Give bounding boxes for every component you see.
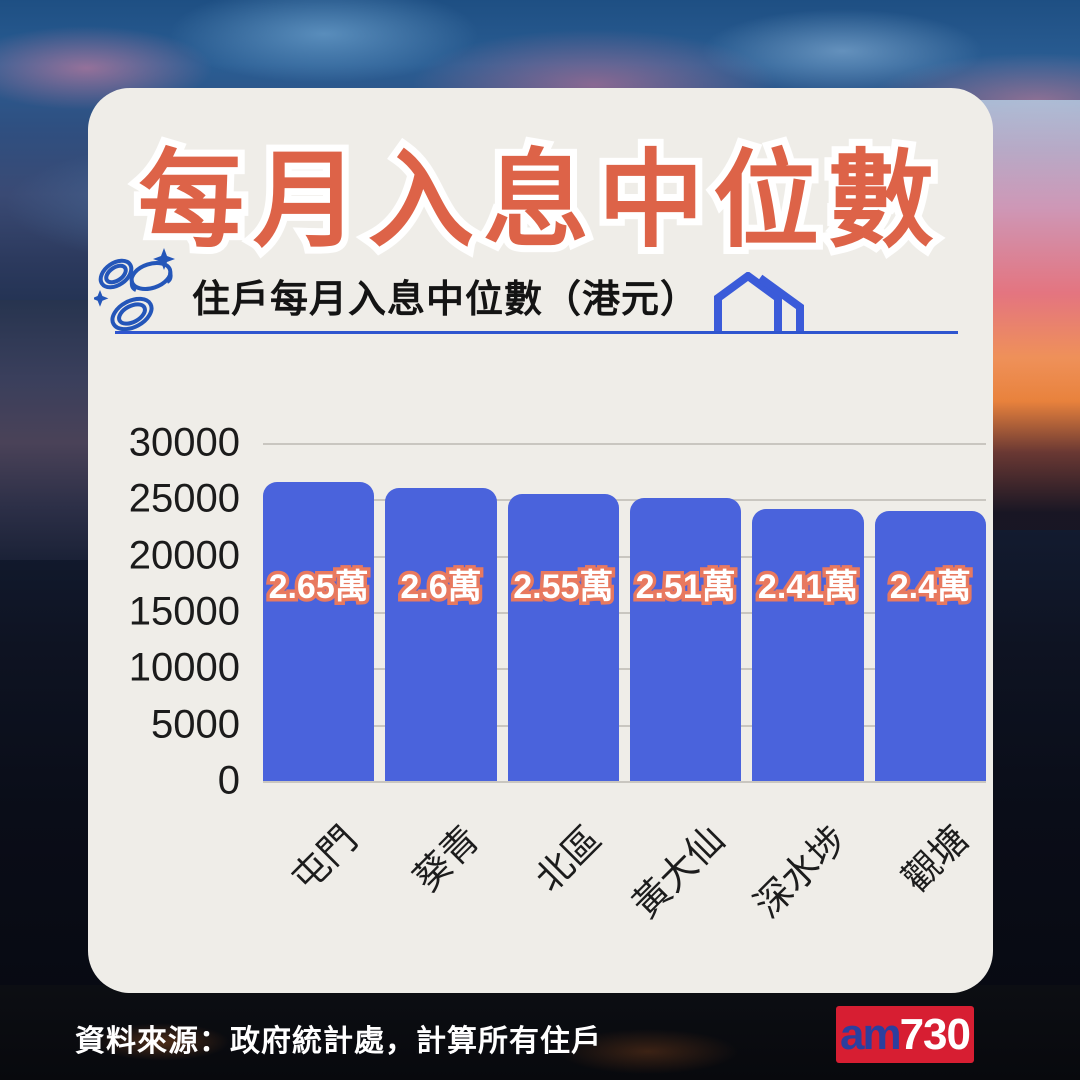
x-axis-tick-label: 屯門 [283, 818, 365, 900]
am730-logo: am 730 [836, 1006, 974, 1063]
gridline [263, 724, 986, 727]
y-axis-tick-label: 20000 [128, 533, 240, 578]
x-axis: 屯門 葵青 北區 黃大仙 深水埗 觀塘 [263, 781, 986, 993]
gridline [263, 555, 986, 558]
bar-value-label: 2.6萬 [400, 559, 482, 608]
y-axis-tick-label: 30000 [128, 420, 240, 465]
y-axis: 0 5000 10000 15000 20000 25000 30000 [88, 421, 240, 803]
background-harbour [0, 300, 95, 560]
bar-觀塘 [874, 510, 986, 781]
bar-黃大仙 [630, 498, 742, 781]
x-axis-tick-label: 觀塘 [895, 818, 977, 900]
bar-value-label: 2.4萬 [890, 559, 972, 608]
y-axis-tick-label: 10000 [128, 645, 240, 690]
subtitle-underline [115, 331, 958, 334]
x-axis-tick-label: 北區 [528, 818, 610, 900]
y-axis-tick-label: 0 [217, 758, 240, 803]
source-note: 資料來源：政府統計處，計算所有住戶 [75, 1025, 602, 1058]
bar-屯門 [263, 482, 375, 781]
y-axis-tick-label: 5000 [151, 702, 240, 747]
logo-text-730: 730 [899, 1009, 971, 1059]
house-icon [708, 271, 808, 337]
bar-北區 [507, 493, 619, 781]
bar-value-label: 2.51萬 [636, 559, 736, 608]
gridline [263, 443, 986, 445]
x-axis-tick-label: 黃大仙 [624, 818, 732, 926]
background-sunset [980, 100, 1080, 530]
x-axis-tick-label: 葵青 [405, 818, 488, 900]
plot-area: 2.65萬 2.6萬 2.55萬 2.51萬 2.41萬 2.4萬 [263, 443, 986, 783]
gridline [263, 612, 986, 614]
page-title: 每月入息中位數 [88, 114, 993, 268]
gridline [263, 499, 986, 502]
gridline [263, 781, 986, 783]
gridline [263, 668, 986, 671]
bar-深水埗 [752, 509, 864, 781]
bar-value-label: 2.65萬 [269, 559, 369, 608]
logo-text-am: am [839, 1009, 902, 1059]
x-axis-tick-label: 深水埗 [746, 818, 855, 926]
coins-icon [91, 246, 176, 343]
y-axis-tick-label: 15000 [128, 589, 240, 634]
chart-card: 每月入息中位數 住戶每月入息中位數（港元） [88, 88, 993, 993]
chart-subtitle: 住戶每月入息中位數（港元） [192, 279, 700, 321]
bar-value-label: 2.41萬 [758, 559, 858, 608]
bar-葵青 [385, 488, 497, 781]
bar-value-label: 2.55萬 [513, 559, 613, 608]
y-axis-tick-label: 25000 [128, 476, 240, 521]
